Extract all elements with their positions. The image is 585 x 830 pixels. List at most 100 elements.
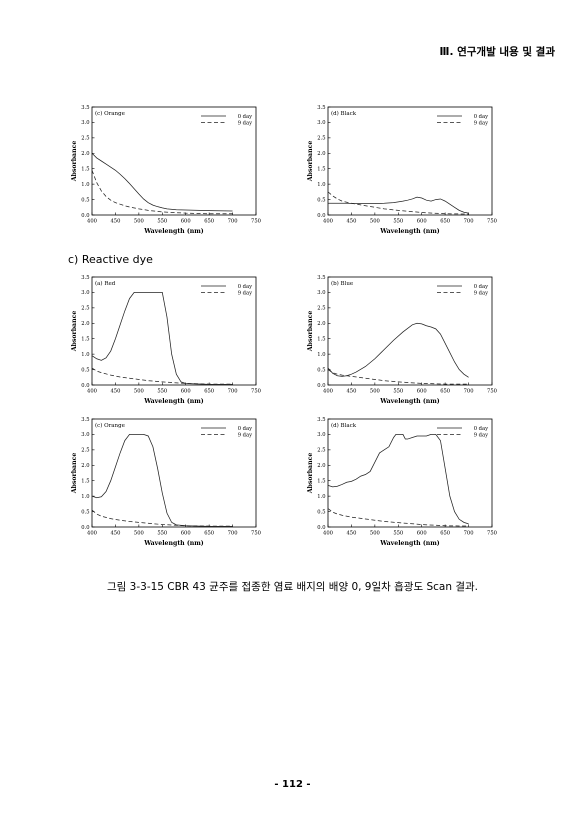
legend-label: 0 day: [474, 426, 488, 432]
x-tick-label: 500: [134, 531, 144, 537]
series-line-day9: [91, 509, 233, 527]
x-tick-label: 400: [323, 389, 333, 395]
series-line-day0: [328, 196, 469, 214]
y-tick-label: 3.5: [81, 105, 89, 111]
x-tick-label: 550: [157, 531, 167, 537]
x-axis-label: Wavelength (nm): [379, 540, 440, 547]
y-tick-label: 0.0: [317, 213, 325, 219]
x-tick-label: 650: [204, 531, 214, 537]
y-tick-label: 1.5: [317, 167, 325, 173]
series-line-day9: [327, 369, 469, 385]
y-tick-label: 1.5: [81, 337, 89, 343]
y-tick-label: 0.5: [81, 509, 89, 515]
y-tick-label: 1.0: [317, 352, 325, 358]
y-tick-label: 2.0: [81, 321, 89, 327]
x-tick-label: 500: [370, 531, 380, 537]
series-line-day9: [91, 367, 233, 385]
x-tick-label: 750: [251, 531, 261, 537]
y-tick-label: 0.0: [317, 383, 325, 389]
y-tick-label: 0.0: [317, 525, 325, 531]
x-axis-label: Wavelength (nm): [379, 228, 440, 235]
legend-label: 9 day: [474, 432, 488, 438]
x-tick-label: 450: [110, 531, 120, 537]
legend-label: 0 day: [474, 284, 488, 290]
plot-frame: [91, 276, 257, 386]
y-tick-label: 1.5: [317, 479, 325, 485]
y-tick-label: 1.0: [81, 494, 89, 500]
x-tick-label: 600: [417, 531, 427, 537]
x-tick-label: 750: [487, 531, 497, 537]
x-tick-label: 750: [251, 219, 261, 225]
y-axis-label: Absorbance: [307, 311, 314, 353]
x-tick-label: 650: [440, 531, 450, 537]
x-tick-label: 500: [134, 219, 144, 225]
chart-orange-reactive: 400 450 500 550 600 650 700 750 0.0 0.5 1.0 1.5 2.0 2…: [71, 417, 261, 547]
x-tick-label: 600: [181, 389, 191, 395]
panel-title: (d) Black: [331, 422, 357, 429]
x-tick-label: 450: [346, 389, 356, 395]
chart-black-top: 400 450 500 550 600 650 700 750 0.0 0.5 1.0 1.5 2.0 2…: [307, 105, 497, 235]
x-tick-label: 650: [204, 219, 214, 225]
x-tick-label: 500: [134, 389, 144, 395]
y-axis-label: Absorbance: [307, 141, 314, 183]
x-tick-label: 650: [440, 389, 450, 395]
y-tick-label: 2.5: [317, 306, 325, 312]
x-tick-label: 550: [393, 219, 403, 225]
x-tick-label: 750: [487, 389, 497, 395]
x-tick-label: 500: [370, 219, 380, 225]
x-axis-label: Wavelength (nm): [379, 398, 440, 405]
page-number: - 112 -: [274, 779, 311, 790]
x-tick-label: 500: [370, 389, 380, 395]
y-tick-label: 3.5: [317, 105, 325, 111]
x-tick-label: 550: [157, 389, 167, 395]
x-tick-label: 400: [323, 219, 333, 225]
y-tick-label: 2.5: [81, 448, 89, 454]
series-line-day0: [91, 292, 233, 385]
legend-label: 0 day: [238, 114, 252, 120]
x-tick-label: 700: [228, 219, 238, 225]
series-line-day9: [327, 191, 469, 215]
y-tick-label: 1.0: [317, 182, 325, 188]
y-tick-label: 3.0: [81, 120, 89, 126]
y-tick-label: 0.5: [317, 197, 325, 203]
x-tick-label: 550: [393, 531, 403, 537]
chart-orange-top: 400 450 500 550 600 650 700 750 0.0 0.5 1.0 1.5 2.0 2…: [71, 105, 261, 235]
y-tick-label: 3.5: [81, 417, 89, 423]
y-tick-label: 2.5: [317, 448, 325, 454]
y-tick-label: 2.5: [81, 306, 89, 312]
x-tick-label: 450: [346, 219, 356, 225]
x-tick-label: 700: [464, 219, 474, 225]
x-tick-label: 600: [417, 389, 427, 395]
x-tick-label: 450: [110, 389, 120, 395]
x-tick-label: 400: [87, 531, 97, 537]
panel-title: (c) Orange: [95, 422, 125, 429]
y-tick-label: 0.0: [81, 525, 89, 531]
chart-black-reactive: 400 450 500 550 600 650 700 750 0.0 0.5 1.0 1.5 2.0 2…: [307, 417, 497, 547]
y-tick-label: 3.0: [317, 432, 325, 438]
y-tick-label: 3.5: [317, 417, 325, 423]
x-axis-label: Wavelength (nm): [143, 228, 204, 235]
panel-title: (a) Red: [95, 280, 116, 287]
chart-blue: 400 450 500 550 600 650 700 750 0.0 0.5 1.0 1.5 2.0 2…: [307, 275, 497, 405]
y-tick-label: 2.5: [317, 136, 325, 142]
panel-title: (b) Blue: [331, 280, 353, 287]
legend-label: 9 day: [474, 290, 488, 296]
x-tick-label: 450: [110, 219, 120, 225]
y-tick-label: 1.5: [81, 167, 89, 173]
y-tick-label: 1.5: [81, 479, 89, 485]
legend-label: 9 day: [474, 120, 488, 126]
y-tick-label: 1.0: [317, 494, 325, 500]
header-title: Ⅲ. 연구개발 내용 및 결과: [439, 46, 555, 58]
y-tick-label: 0.0: [81, 383, 89, 389]
legend-label: 9 day: [238, 290, 252, 296]
plot-frame: [327, 276, 493, 386]
y-tick-label: 2.0: [81, 151, 89, 157]
section-label: c) Reactive dye: [68, 253, 153, 266]
x-tick-label: 400: [87, 389, 97, 395]
y-tick-label: 3.0: [81, 290, 89, 296]
series-line-day0: [91, 153, 233, 212]
legend-label: 9 day: [238, 120, 252, 126]
plot-frame: [91, 106, 257, 216]
x-tick-label: 450: [346, 531, 356, 537]
y-tick-label: 2.0: [81, 463, 89, 469]
